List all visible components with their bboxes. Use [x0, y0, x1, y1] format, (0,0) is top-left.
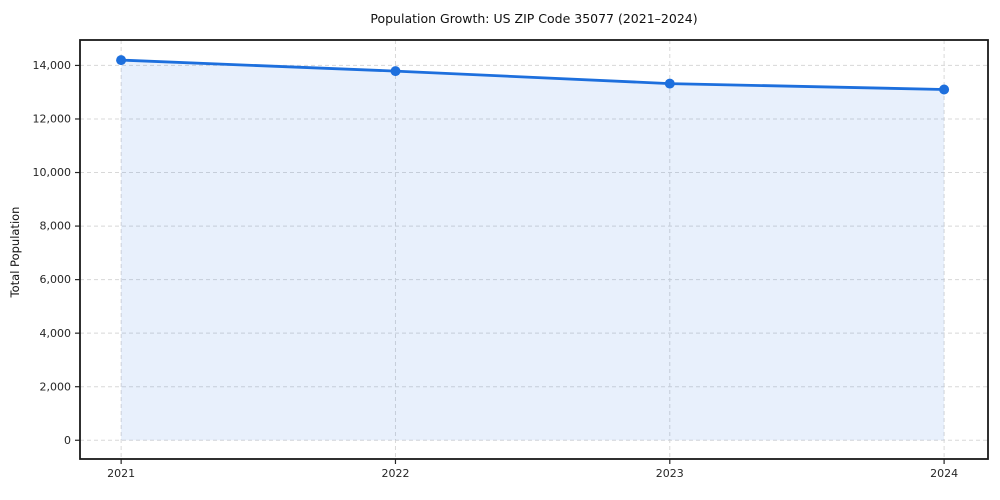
chart-title: Population Growth: US ZIP Code 35077 (20… — [370, 11, 697, 26]
data-point-marker — [939, 84, 950, 95]
y-tick-label: 8,000 — [40, 220, 72, 233]
data-point-marker — [390, 66, 401, 77]
x-tick-label: 2021 — [107, 467, 135, 480]
area-fill — [121, 60, 945, 441]
y-tick-label: 4,000 — [40, 327, 72, 340]
axis-layer: 0 2,000 4,000 6,000 8,000 10,000 12,000 14,000 2… — [33, 59, 959, 480]
y-tick-label: 2,000 — [40, 380, 72, 393]
x-tick-label: 2022 — [381, 467, 409, 480]
data-point-marker — [116, 55, 127, 66]
y-axis-label: Total Population — [8, 207, 22, 299]
y-tick-label: 14,000 — [33, 59, 72, 72]
plot-border — [79, 39, 989, 460]
y-tick-label: 10,000 — [33, 166, 72, 179]
x-tick-label: 2024 — [930, 467, 958, 480]
series-layer — [116, 55, 950, 441]
y-tick-label: 6,000 — [40, 273, 72, 286]
y-tick-label: 12,000 — [33, 113, 72, 126]
data-point-marker — [664, 78, 675, 89]
x-tick-label: 2023 — [656, 467, 684, 480]
y-tick-label: 0 — [64, 434, 71, 447]
trend-line — [119, 58, 946, 91]
grid-layer — [80, 40, 988, 459]
